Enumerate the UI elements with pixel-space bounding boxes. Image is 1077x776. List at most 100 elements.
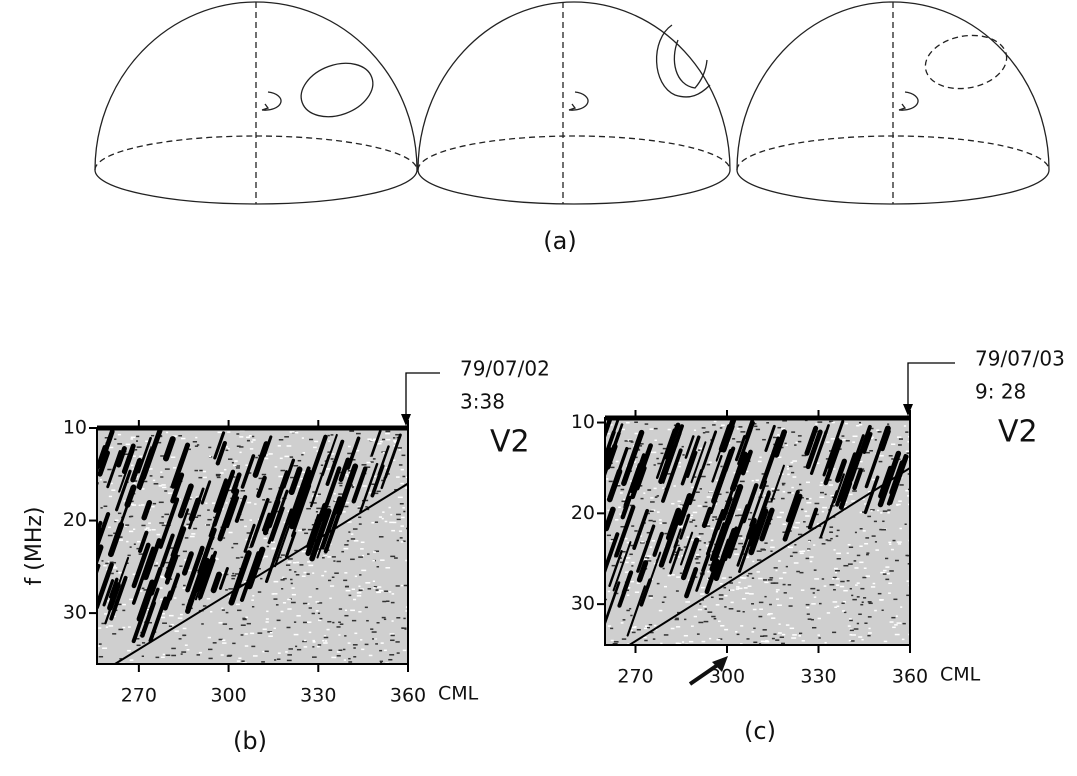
noise-dot (371, 631, 377, 633)
noise-dot (116, 603, 122, 606)
noise-dot (626, 609, 630, 612)
noise-dot (395, 641, 400, 643)
noise-dot (246, 532, 251, 534)
noise-dot (768, 613, 773, 615)
noise-dot (287, 558, 293, 560)
noise-dot (887, 509, 891, 511)
noise-dot (740, 576, 744, 579)
burst-streak (293, 469, 312, 514)
noise-dot (778, 577, 783, 580)
noise-dot (785, 565, 788, 568)
noise-dot (327, 556, 331, 558)
noise-dot (130, 503, 134, 506)
noise-dot (264, 454, 269, 456)
noise-dot (696, 556, 701, 558)
burst-streak (140, 428, 163, 481)
noise-dot (314, 494, 319, 497)
noise-dot (268, 453, 273, 455)
noise-dot (683, 546, 688, 548)
noise-dot (634, 456, 638, 459)
noise-dot (642, 558, 648, 560)
noise-dot (323, 636, 329, 639)
noise-dot (870, 509, 875, 511)
noise-dot (650, 451, 653, 454)
burst-streak (680, 537, 700, 581)
noise-dot (262, 499, 266, 501)
noise-dot (289, 456, 294, 458)
noise-dot (691, 519, 696, 521)
noise-dot (117, 433, 122, 436)
burst-streak (673, 528, 682, 549)
noise-dot (107, 534, 113, 537)
noise-dot (296, 615, 301, 617)
burst-streak (346, 436, 361, 470)
noise-dot (251, 605, 255, 608)
noise-dot (160, 598, 163, 601)
noise-dot (132, 528, 136, 530)
noise-dot (625, 561, 629, 564)
noise-dot (693, 615, 697, 618)
noise-dot (181, 651, 187, 653)
noise-dot (663, 634, 669, 636)
noise-dot (626, 447, 632, 450)
noise-dot (801, 496, 804, 499)
noise-dot (885, 578, 890, 581)
time-marker (907, 362, 955, 412)
burst-streak (632, 508, 650, 550)
noise-dot (315, 511, 319, 513)
x-tick-label: 360 (892, 666, 928, 688)
noise-dot (127, 626, 131, 628)
noise-dot (752, 608, 757, 611)
noise-dot (380, 642, 384, 644)
noise-dot (399, 537, 403, 539)
noise-dot (312, 646, 315, 648)
noise-dot (724, 628, 729, 631)
noise-dot (136, 435, 140, 438)
noise-dot (145, 440, 149, 443)
noise-dot (180, 653, 183, 655)
noise-dot (211, 502, 216, 504)
noise-dot (247, 501, 252, 504)
noise-dot (676, 576, 681, 578)
noise-dot (814, 578, 820, 580)
noise-dot (634, 421, 638, 423)
noise-dot (703, 542, 706, 544)
noise-dot (874, 609, 877, 612)
burst-streak (266, 498, 281, 529)
noise-dot (391, 593, 395, 595)
noise-dot (720, 465, 723, 468)
noise-dot (141, 642, 146, 644)
noise-dot (713, 617, 717, 620)
noise-dot (396, 513, 401, 516)
noise-dot (760, 635, 765, 638)
noise-dot (346, 540, 350, 542)
noise-dot (870, 436, 874, 439)
noise-dot (822, 506, 827, 509)
noise-dot (836, 558, 841, 560)
burst-streak (288, 466, 303, 496)
noise-dot (385, 432, 390, 435)
noise-dot (149, 475, 153, 477)
noise-dot (661, 522, 667, 524)
noise-dot (663, 585, 668, 588)
noise-dot (618, 506, 621, 508)
burst-streak (351, 466, 368, 504)
noise-dot (257, 454, 261, 457)
noise-dot (663, 487, 667, 490)
noise-dot (219, 572, 225, 574)
noise-dot (624, 440, 629, 442)
noise-dot (122, 609, 126, 612)
noise-dot (840, 580, 845, 583)
noise-dot (376, 566, 380, 568)
time-marker-head (401, 414, 411, 426)
noise-dot (704, 501, 708, 504)
noise-dot (390, 513, 393, 516)
noise-dot (296, 561, 300, 564)
noise-dot (322, 639, 325, 642)
noise-dot (647, 626, 650, 629)
noise-dot (164, 513, 170, 516)
noise-dot (775, 591, 779, 593)
noise-dot (658, 609, 663, 612)
spacecraft-label: V2 (998, 415, 1038, 450)
noise-dot (758, 601, 764, 604)
